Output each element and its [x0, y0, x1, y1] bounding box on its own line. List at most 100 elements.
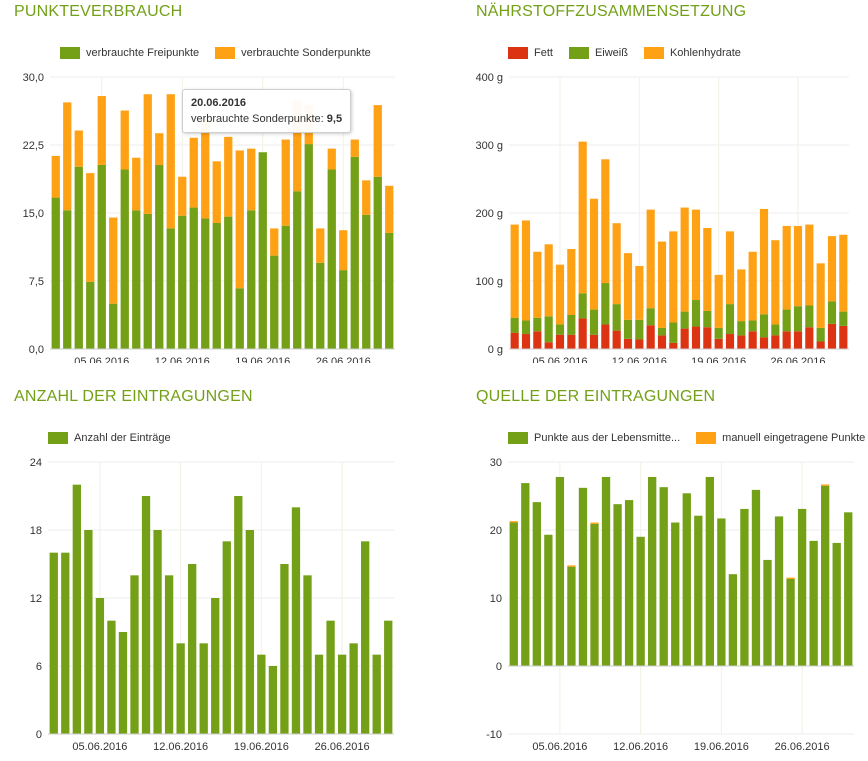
bar[interactable] [189, 137, 198, 208]
bar[interactable] [635, 339, 644, 349]
bar[interactable] [691, 209, 701, 301]
bar[interactable] [774, 516, 784, 666]
bar[interactable] [201, 118, 210, 219]
bar[interactable] [636, 536, 645, 666]
bar[interactable] [786, 578, 795, 666]
bar[interactable] [362, 180, 371, 215]
bar[interactable] [212, 222, 221, 349]
bar[interactable] [567, 334, 576, 349]
bar[interactable] [327, 169, 336, 349]
bar[interactable] [61, 552, 70, 734]
bar[interactable] [544, 316, 553, 343]
bar[interactable] [680, 207, 689, 312]
bar[interactable] [270, 255, 279, 349]
bar[interactable] [680, 311, 689, 329]
bar[interactable] [832, 542, 841, 666]
bar[interactable] [555, 476, 565, 666]
bar[interactable] [143, 213, 152, 349]
bar[interactable] [797, 508, 807, 666]
legend-item[interactable]: Punkte aus der Lebensmitte... [508, 432, 680, 444]
bar[interactable] [199, 643, 208, 734]
bar[interactable] [212, 161, 221, 223]
bar[interactable] [717, 518, 726, 666]
bar[interactable] [671, 522, 680, 666]
bar[interactable] [648, 476, 657, 666]
bar[interactable] [385, 232, 394, 349]
bar[interactable] [737, 269, 746, 322]
bar[interactable] [63, 210, 72, 349]
bar[interactable] [521, 483, 530, 666]
bar[interactable] [601, 476, 611, 666]
bar[interactable] [827, 236, 837, 302]
bar[interactable] [748, 331, 757, 349]
bar[interactable] [362, 214, 371, 349]
bar[interactable] [270, 228, 279, 256]
bar[interactable] [314, 654, 324, 734]
bar[interactable] [293, 191, 302, 349]
bar[interactable] [153, 530, 162, 734]
bar[interactable] [657, 241, 667, 328]
bar[interactable] [555, 264, 565, 325]
bar[interactable] [86, 281, 95, 349]
bar[interactable] [821, 485, 830, 666]
bar[interactable] [510, 317, 519, 333]
bar[interactable] [86, 173, 95, 282]
bar[interactable] [728, 574, 738, 666]
bar[interactable] [509, 521, 518, 523]
bar[interactable] [623, 338, 633, 349]
bar[interactable] [316, 262, 325, 349]
bar[interactable] [646, 308, 655, 326]
bar[interactable] [793, 306, 803, 332]
bar[interactable] [234, 496, 243, 734]
bar[interactable] [533, 251, 542, 318]
bar[interactable] [771, 324, 780, 336]
bar[interactable] [166, 94, 175, 229]
bar[interactable] [74, 166, 83, 349]
bar[interactable] [691, 300, 701, 327]
bar[interactable] [155, 133, 164, 165]
bar[interactable] [613, 504, 622, 666]
bar[interactable] [281, 139, 290, 226]
bar[interactable] [316, 228, 325, 263]
bar[interactable] [107, 620, 116, 734]
bar[interactable] [703, 327, 712, 349]
bar[interactable] [304, 144, 313, 349]
bar[interactable] [612, 223, 621, 305]
bar[interactable] [748, 251, 757, 321]
bar[interactable] [771, 335, 780, 349]
bar[interactable] [793, 331, 803, 349]
bar[interactable] [164, 575, 174, 734]
bar[interactable] [816, 341, 825, 349]
bar[interactable] [821, 484, 830, 486]
bar[interactable] [143, 94, 152, 214]
bar[interactable] [349, 643, 358, 734]
bar[interactable] [132, 210, 141, 349]
bar[interactable] [578, 318, 587, 349]
legend-item[interactable]: Fett [508, 47, 553, 59]
bar[interactable] [97, 164, 106, 349]
bar[interactable] [589, 198, 599, 310]
bar[interactable] [725, 304, 735, 335]
bar[interactable] [782, 309, 791, 332]
bar[interactable] [327, 148, 336, 170]
bar[interactable] [373, 105, 382, 177]
bar[interactable] [84, 530, 93, 734]
bar[interactable] [521, 320, 531, 335]
bar[interactable] [224, 136, 233, 217]
bar[interactable] [258, 152, 267, 349]
bar[interactable] [612, 330, 621, 349]
bar[interactable] [74, 130, 83, 167]
bar[interactable] [280, 564, 289, 734]
bar[interactable] [567, 566, 576, 666]
bar[interactable] [51, 197, 60, 349]
bar[interactable] [646, 325, 655, 349]
bar[interactable] [120, 110, 129, 170]
bar[interactable] [782, 225, 791, 310]
bar[interactable] [805, 224, 814, 306]
bar[interactable] [805, 305, 814, 328]
bar[interactable] [669, 342, 678, 349]
bar[interactable] [624, 500, 634, 666]
bar[interactable] [737, 335, 746, 349]
legend-item[interactable]: Kohlenhydrate [643, 47, 741, 59]
bar[interactable] [786, 577, 795, 579]
